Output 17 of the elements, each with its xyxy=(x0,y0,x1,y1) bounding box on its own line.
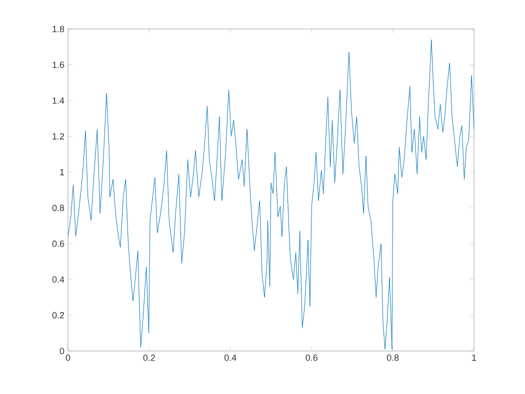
y-tick-label: 0.4 xyxy=(52,276,64,283)
y-tick-label: 0 xyxy=(60,348,64,354)
line-series xyxy=(68,39,474,350)
y-tick-label: 0.8 xyxy=(52,204,64,212)
x-tick-label: 0.8 xyxy=(386,354,399,361)
x-tick-label: 0 xyxy=(66,354,70,361)
y-tick-label: 1 xyxy=(60,169,64,176)
y-tick-label: 1.2 xyxy=(52,133,64,140)
y-tick-label: 0.2 xyxy=(52,312,64,318)
x-tick-label: 0.4 xyxy=(224,354,236,361)
y-tick-label: 1.4 xyxy=(52,97,64,104)
x-tick-label: 1 xyxy=(472,354,476,361)
x-tick-label: 0.2 xyxy=(143,354,155,361)
y-tick-label: 0.6 xyxy=(52,240,64,247)
x-tick-label: 0.6 xyxy=(306,354,318,361)
y-tick-label: 1.6 xyxy=(52,62,64,68)
y-tick-label: 1.8 xyxy=(52,26,64,32)
